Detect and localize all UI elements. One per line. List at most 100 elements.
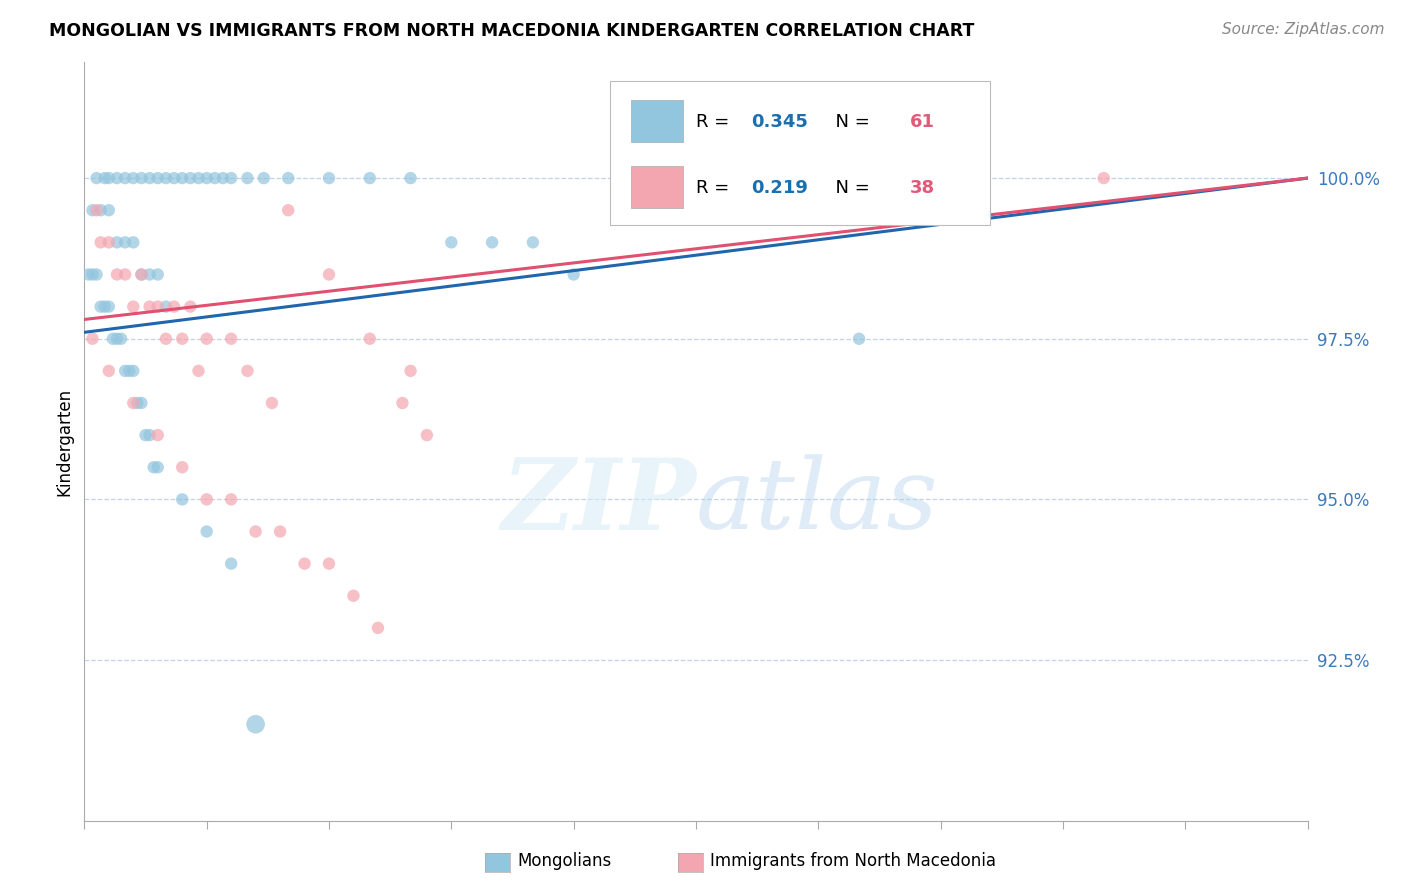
Point bbox=[219, 557, 242, 571]
Point bbox=[318, 171, 340, 186]
Point bbox=[122, 235, 145, 250]
Point bbox=[138, 171, 160, 186]
Point bbox=[86, 203, 108, 218]
Point bbox=[245, 717, 267, 731]
Point bbox=[155, 332, 177, 346]
Point bbox=[146, 171, 169, 186]
Text: 0.219: 0.219 bbox=[751, 178, 808, 196]
Point bbox=[155, 171, 177, 186]
Point bbox=[90, 203, 112, 218]
Point bbox=[146, 300, 169, 314]
Point bbox=[131, 171, 153, 186]
Point bbox=[269, 524, 291, 539]
Point bbox=[110, 332, 132, 346]
FancyBboxPatch shape bbox=[631, 166, 682, 208]
FancyBboxPatch shape bbox=[631, 100, 682, 142]
Point bbox=[236, 171, 259, 186]
Point bbox=[522, 235, 544, 250]
Point bbox=[172, 492, 194, 507]
Point bbox=[82, 332, 104, 346]
Point bbox=[219, 492, 242, 507]
Point bbox=[114, 171, 136, 186]
Point bbox=[359, 171, 381, 186]
Point bbox=[391, 396, 413, 410]
Point bbox=[172, 332, 194, 346]
Text: MONGOLIAN VS IMMIGRANTS FROM NORTH MACEDONIA KINDERGARTEN CORRELATION CHART: MONGOLIAN VS IMMIGRANTS FROM NORTH MACED… bbox=[49, 22, 974, 40]
Point bbox=[101, 332, 124, 346]
Point bbox=[367, 621, 389, 635]
Point bbox=[187, 364, 209, 378]
Point bbox=[86, 268, 108, 282]
Point bbox=[318, 557, 340, 571]
Point bbox=[138, 300, 160, 314]
Point bbox=[146, 460, 169, 475]
Point bbox=[212, 171, 235, 186]
FancyBboxPatch shape bbox=[610, 81, 990, 226]
Text: Source: ZipAtlas.com: Source: ZipAtlas.com bbox=[1222, 22, 1385, 37]
Point bbox=[127, 396, 149, 410]
Point bbox=[342, 589, 364, 603]
Point bbox=[848, 332, 870, 346]
Point bbox=[114, 235, 136, 250]
Point bbox=[138, 428, 160, 442]
Text: ZIP: ZIP bbox=[501, 454, 696, 550]
Point bbox=[416, 428, 439, 442]
Point bbox=[131, 396, 153, 410]
Point bbox=[97, 203, 120, 218]
Point bbox=[142, 460, 165, 475]
Point bbox=[245, 524, 267, 539]
Point bbox=[163, 300, 186, 314]
Point bbox=[195, 492, 218, 507]
Point bbox=[1092, 171, 1115, 186]
Point bbox=[187, 171, 209, 186]
Point bbox=[172, 171, 194, 186]
Point bbox=[172, 460, 194, 475]
Point bbox=[195, 524, 218, 539]
Point bbox=[77, 268, 100, 282]
Point bbox=[440, 235, 463, 250]
Point bbox=[236, 364, 259, 378]
Text: N =: N = bbox=[824, 178, 876, 196]
Point bbox=[481, 235, 503, 250]
Point bbox=[86, 171, 108, 186]
Point bbox=[122, 396, 145, 410]
Point bbox=[399, 171, 422, 186]
Point bbox=[163, 171, 186, 186]
Point bbox=[294, 557, 316, 571]
Point bbox=[277, 203, 299, 218]
Point bbox=[131, 268, 153, 282]
Point bbox=[97, 235, 120, 250]
Point bbox=[138, 268, 160, 282]
Point bbox=[114, 268, 136, 282]
Point bbox=[155, 300, 177, 314]
Point bbox=[93, 300, 115, 314]
Point bbox=[82, 203, 104, 218]
Point bbox=[195, 332, 218, 346]
Point bbox=[277, 171, 299, 186]
Point bbox=[399, 364, 422, 378]
Point bbox=[97, 171, 120, 186]
Point bbox=[122, 300, 145, 314]
Point bbox=[131, 268, 153, 282]
Point bbox=[105, 235, 128, 250]
Point bbox=[179, 171, 201, 186]
Text: R =: R = bbox=[696, 112, 735, 130]
Point bbox=[204, 171, 226, 186]
Point bbox=[146, 268, 169, 282]
Point bbox=[146, 428, 169, 442]
Point bbox=[195, 171, 218, 186]
Text: R =: R = bbox=[696, 178, 735, 196]
Point bbox=[93, 171, 115, 186]
Point bbox=[97, 300, 120, 314]
Point bbox=[122, 171, 145, 186]
Point bbox=[219, 171, 242, 186]
Point bbox=[179, 300, 201, 314]
Point bbox=[82, 268, 104, 282]
Point bbox=[105, 332, 128, 346]
Point bbox=[318, 268, 340, 282]
Text: 61: 61 bbox=[910, 112, 935, 130]
Point bbox=[118, 364, 141, 378]
Point bbox=[90, 300, 112, 314]
Text: 38: 38 bbox=[910, 178, 935, 196]
Point bbox=[253, 171, 276, 186]
